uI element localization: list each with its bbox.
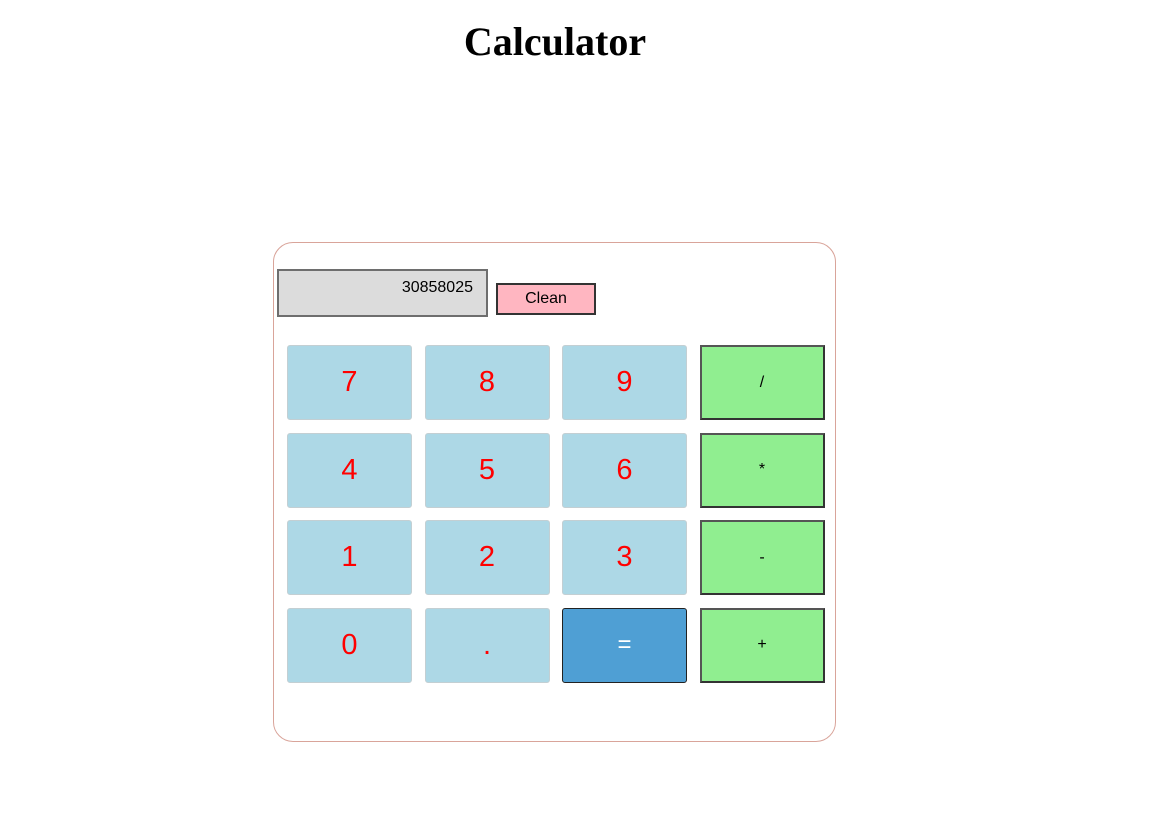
multiply-button[interactable]: * <box>699 432 825 508</box>
calculator-panel: Clean 7 8 9 / 4 5 6 * 1 2 3 - 0 . = + <box>273 242 836 742</box>
page-title: Calculator <box>463 19 647 64</box>
key-2[interactable]: 2 <box>424 520 550 595</box>
add-button[interactable]: + <box>699 607 825 683</box>
clean-button[interactable]: Clean <box>496 283 596 315</box>
decimal-point-button[interactable]: . <box>424 607 550 683</box>
key-7[interactable]: 7 <box>287 345 412 420</box>
key-1[interactable]: 1 <box>287 520 412 595</box>
calculator-display[interactable] <box>277 269 488 317</box>
key-8[interactable]: 8 <box>424 345 550 420</box>
key-4[interactable]: 4 <box>287 432 412 508</box>
key-5[interactable]: 5 <box>424 432 550 508</box>
key-6[interactable]: 6 <box>562 432 687 508</box>
subtract-button[interactable]: - <box>699 520 825 595</box>
divide-button[interactable]: / <box>699 345 825 420</box>
equals-button[interactable]: = <box>562 607 687 683</box>
key-0[interactable]: 0 <box>287 607 412 683</box>
key-9[interactable]: 9 <box>562 345 687 420</box>
keypad: 7 8 9 / 4 5 6 * 1 2 3 - 0 . = + <box>287 345 825 683</box>
key-3[interactable]: 3 <box>562 520 687 595</box>
